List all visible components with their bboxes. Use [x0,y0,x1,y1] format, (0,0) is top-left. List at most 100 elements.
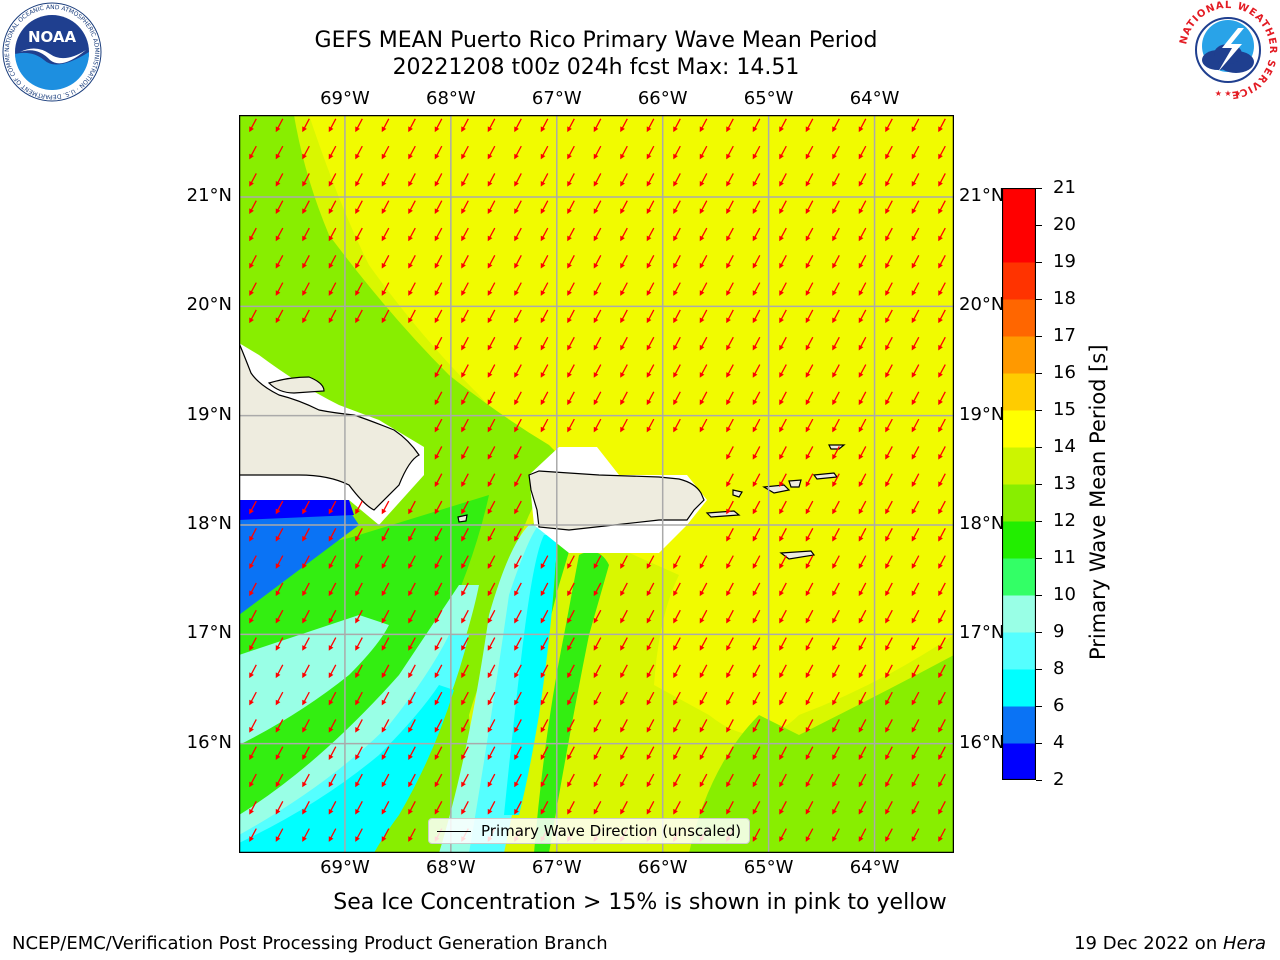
wave-direction-arrow [567,746,575,760]
wave-direction-arrow [434,801,443,815]
wave-direction-arrow [938,719,946,733]
colorbar-tick-mark [1036,225,1042,226]
land-culebra [732,489,743,498]
wave-direction-arrow [487,691,496,706]
wave-direction-arrow [885,227,893,242]
wave-direction-arrow [249,309,257,324]
wave-direction-arrow [540,255,549,269]
wave-direction-arrow [752,801,761,815]
wave-direction-arrow [673,418,681,433]
wave-direction-arrow [487,746,496,760]
wave-direction-arrow [355,773,363,788]
wave-direction-arrow [408,582,416,597]
wave-direction-arrow [646,719,655,733]
wave-direction-arrow [832,145,840,160]
wave-direction-arrow [540,637,549,651]
wave-direction-arrow [355,582,363,597]
wave-direction-arrow [567,364,575,378]
wave-direction-arrow [328,200,337,214]
wave-direction-arrow [249,173,257,187]
wave-direction-arrow [885,801,893,815]
wave-direction-arrow [567,555,575,569]
wave-direction-arrow [620,609,628,624]
wave-direction-arrow [911,691,920,706]
wave-direction-arrow [726,691,734,706]
wave-direction-arrow [620,364,628,378]
wave-direction-arrow [885,609,893,624]
wave-direction-arrow [275,609,284,624]
wave-direction-arrow [302,500,310,515]
wave-direction-arrow [832,473,840,487]
wave-direction-arrow [434,418,443,433]
wave-direction-arrow [646,773,655,788]
wave-direction-arrow [938,500,946,515]
svg-text:★ ★ ★: ★ ★ ★ [1215,89,1242,98]
wave-direction-arrow [620,145,628,160]
wave-direction-arrow [540,418,549,433]
wave-direction-arrow [302,309,310,324]
wave-direction-arrow [487,637,496,651]
wave-direction-arrow [381,118,390,133]
wave-direction-arrow [275,145,284,160]
wave-direction-arrow [328,746,337,760]
colorbar-segment [1002,447,1036,485]
colorbar-segment [1002,521,1036,559]
wave-direction-arrow [779,282,787,296]
wave-direction-arrow [408,609,416,624]
wave-direction-arrow [302,173,310,187]
wave-direction-arrow [381,719,390,733]
wave-direction-arrow [832,555,840,569]
wave-direction-arrow [885,773,893,788]
wave-direction-arrow [514,582,522,597]
wave-direction-arrow [487,336,496,351]
wave-direction-arrow [381,828,390,842]
wave-direction-arrow [726,582,734,597]
footer-date: 19 Dec 2022 on [1074,933,1223,954]
wave-direction-arrow [540,609,549,624]
colorbar-tick-mark [1036,336,1042,337]
colorbar-tick-label: 16 [1053,362,1076,383]
wave-direction-arrow [620,282,628,296]
wave-direction-arrow [646,200,655,214]
wave-direction-arrow [487,173,496,187]
wave-direction-arrow [381,173,390,187]
wave-direction-arrow [938,609,946,624]
wave-direction-arrow [779,773,787,788]
wave-direction-arrow [752,200,761,214]
wave-direction-arrow [514,227,522,242]
wave-direction-arrow [620,227,628,242]
wave-direction-arrow [408,664,416,679]
lon-label-bottom: 67°W [531,857,582,878]
wave-direction-arrow [779,719,787,733]
footer-left: NCEP/EMC/Verification Post Processing Pr… [12,933,608,954]
wave-direction-arrow [805,773,814,788]
wave-direction-arrow [302,746,310,760]
wave-direction-arrow [434,446,443,460]
wave-direction-arrow [328,309,337,324]
wave-direction-arrow [408,691,416,706]
lat-label-right: 20°N [959,294,1005,316]
wave-direction-arrow [355,609,363,624]
wave-direction-arrow [752,309,761,324]
period-field-8 [239,685,454,853]
lon-label-top: 67°W [531,88,582,109]
wave-direction-arrow [779,801,787,815]
wave-direction-arrow [752,609,761,624]
wave-direction-arrow [646,691,655,706]
colorbar-tick-mark [1036,262,1042,263]
wave-direction-arrow [620,664,628,679]
lat-label-right: 19°N [959,403,1005,425]
land-hispaniola [238,342,420,511]
wave-direction-arrow [434,719,443,733]
wave-direction-arrow [461,473,469,487]
wave-direction-arrow [275,719,284,733]
wave-direction-arrow [593,364,602,378]
wave-direction-arrow [514,173,522,187]
wave-direction-arrow [885,173,893,187]
wave-direction-arrow [408,118,416,133]
colorbar-tick-mark [1036,632,1042,633]
wave-direction-arrow [832,364,840,378]
wave-direction-arrow [752,173,761,187]
colorbar-segment [1002,262,1036,300]
wave-direction-arrow [567,582,575,597]
